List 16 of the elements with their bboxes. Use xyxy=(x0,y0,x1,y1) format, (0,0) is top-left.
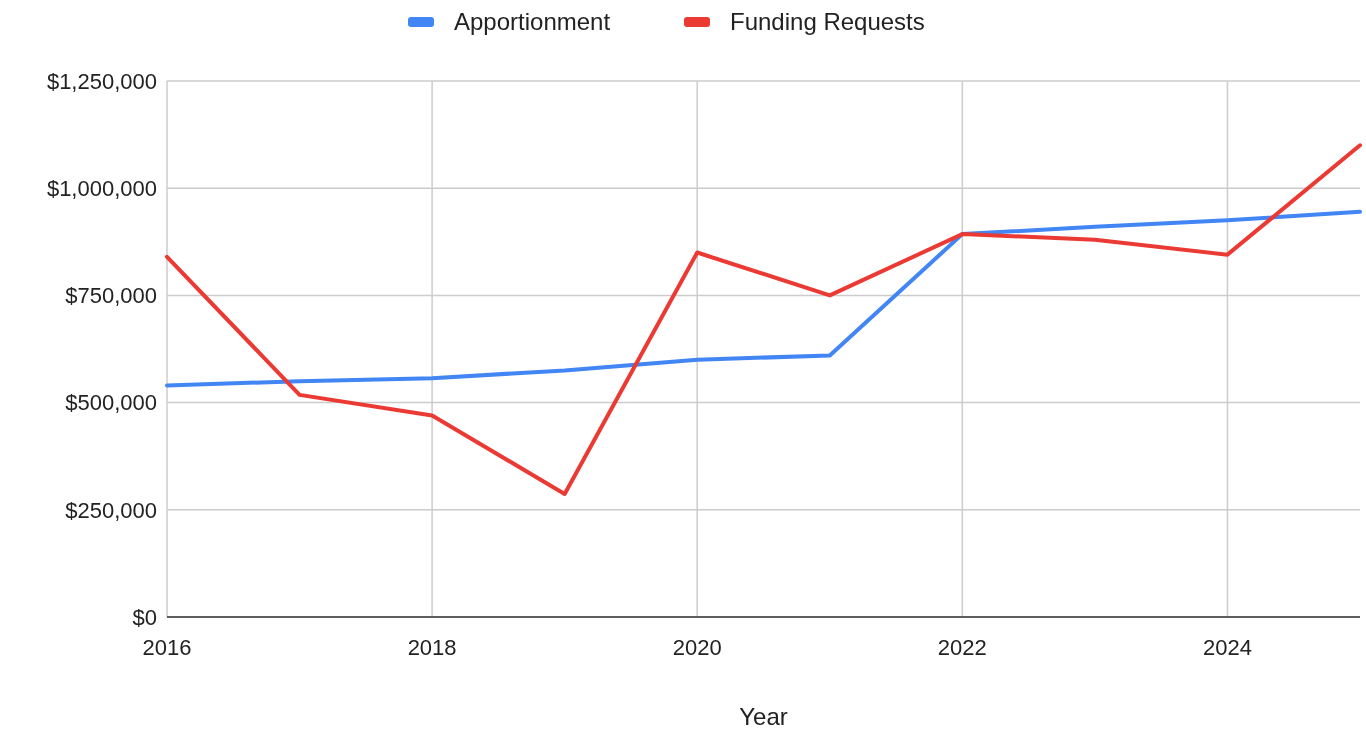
x-axis-title: Year xyxy=(739,703,788,730)
legend-label: Apportionment xyxy=(454,8,611,36)
y-tick-label: $250,000 xyxy=(65,497,157,523)
x-tick-label: 2016 xyxy=(142,635,192,660)
y-tick-label: $500,000 xyxy=(65,390,157,416)
y-tick-label: $0 xyxy=(132,604,157,630)
y-tick-label: $1,250,000 xyxy=(46,68,157,94)
x-tick-label: 2024 xyxy=(1202,635,1252,660)
x-tick-label: 2018 xyxy=(407,635,457,660)
legend-label: Funding Requests xyxy=(730,8,925,36)
x-tick-label: 2022 xyxy=(937,635,987,660)
line-series xyxy=(165,143,1362,496)
y-tick-label: $750,000 xyxy=(65,283,157,309)
line-series xyxy=(165,209,1362,388)
x-tick-label: 2020 xyxy=(672,635,722,660)
y-tick-label: $1,000,000 xyxy=(46,175,157,201)
